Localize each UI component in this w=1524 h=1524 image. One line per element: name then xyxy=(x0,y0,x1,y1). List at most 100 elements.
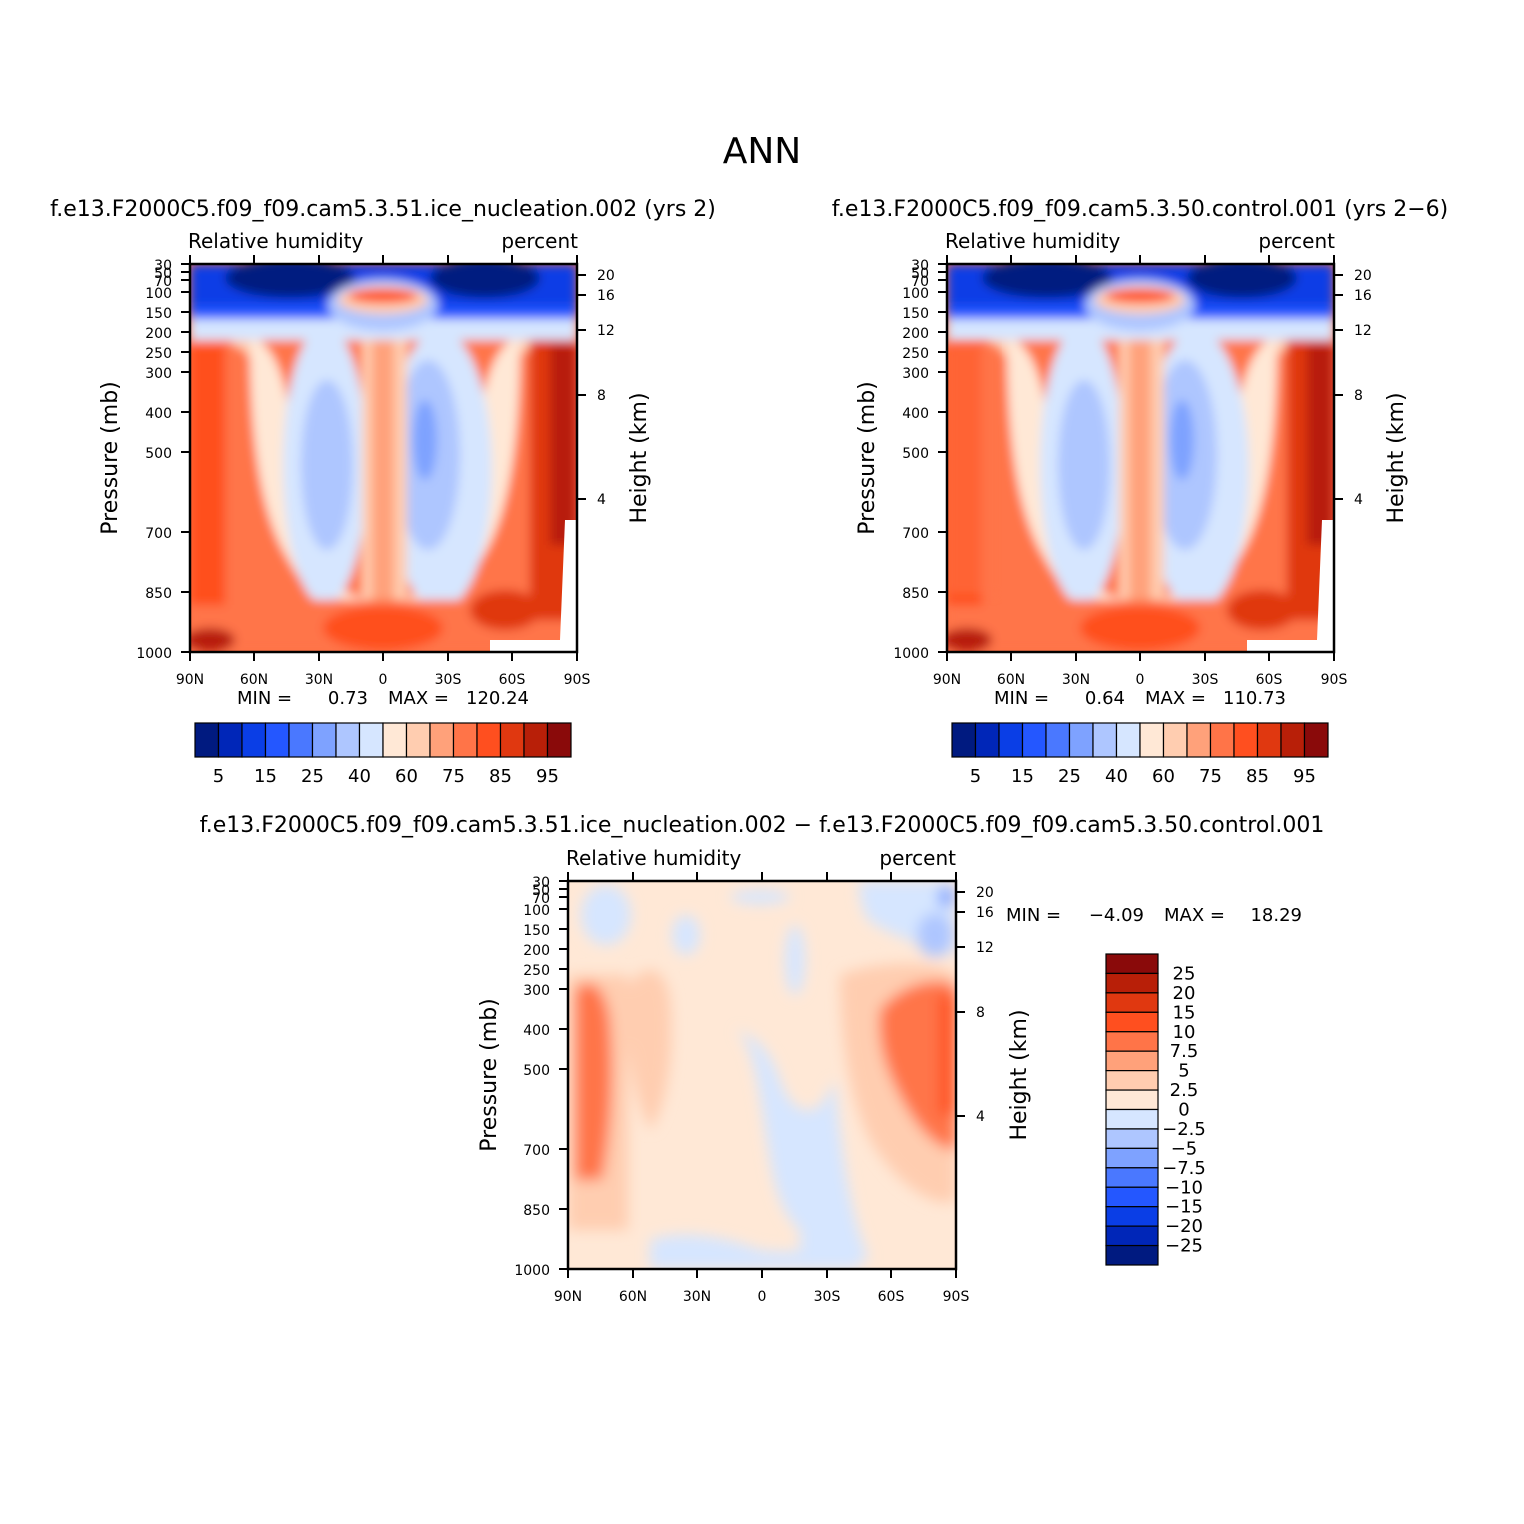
y-right-tick-label: 4 xyxy=(1354,492,1363,508)
contour-field xyxy=(568,881,956,1269)
subtitle-right: percent xyxy=(879,846,956,870)
y-tick-label: 50 xyxy=(154,266,172,282)
colorbar-swatch xyxy=(358,722,384,758)
subtitle-left: Relative humidity xyxy=(566,846,741,870)
y-right-tick-label: 8 xyxy=(597,388,606,404)
colorbar-label: 95 xyxy=(1293,766,1316,787)
y-right-tick-label: 20 xyxy=(976,885,994,901)
colorbar-label: −2.5 xyxy=(1162,1119,1206,1140)
panel-title: f.e13.F2000C5.f09_f09.cam5.3.51.ice_nucl… xyxy=(200,813,1325,838)
x-tick-label: 90N xyxy=(554,1289,582,1305)
y-tick-label: 1000 xyxy=(893,646,929,662)
colorbar-swatch xyxy=(1105,1167,1159,1188)
colorbar-swatch xyxy=(1105,1031,1159,1052)
max-label: MAX = xyxy=(1164,905,1225,926)
colorbar-label: 15 xyxy=(254,766,277,787)
min-value: 0.64 xyxy=(1085,688,1125,709)
y-right-axis-label: Height (km) xyxy=(1007,1009,1032,1140)
colorbar-swatch xyxy=(1105,1011,1159,1033)
panel-control: f.e13.F2000C5.f09_f09.cam5.3.50.control.… xyxy=(832,197,1448,787)
y-tick-label: 200 xyxy=(902,326,929,342)
colorbar-swatch xyxy=(1105,1050,1159,1072)
colorbar-label: 60 xyxy=(1152,766,1175,787)
colorbar-label: 75 xyxy=(1199,766,1222,787)
colorbar-label: 95 xyxy=(536,766,559,787)
colorbar-swatch xyxy=(452,722,478,758)
colorbar-label: 10 xyxy=(1173,1022,1196,1043)
subtitle-right: percent xyxy=(1258,229,1335,253)
colorbar-swatch xyxy=(1092,722,1118,758)
y-axis-label: Pressure (mb) xyxy=(855,381,880,535)
x-ticks xyxy=(946,255,1335,661)
x-tick-label: 30N xyxy=(683,1289,711,1305)
y-tick-label: 50 xyxy=(532,883,550,899)
min-value: −4.09 xyxy=(1089,905,1144,926)
y-ticks-right xyxy=(1334,274,1343,500)
panel-ice-nucleation: f.e13.F2000C5.f09_f09.cam5.3.51.ice_nucl… xyxy=(50,197,716,787)
colorbar-label: 25 xyxy=(1058,766,1081,787)
max-value: 120.24 xyxy=(466,688,529,709)
x-tick-label: 0 xyxy=(379,672,388,688)
colorbar-swatch xyxy=(1186,722,1212,758)
y-tick-label: 200 xyxy=(145,326,172,342)
colorbar-label: 5 xyxy=(1178,1061,1189,1082)
x-tick-label: 30S xyxy=(435,672,462,688)
colorbar-label: 40 xyxy=(1105,766,1128,787)
colorbar-label: −10 xyxy=(1165,1177,1203,1198)
y-tick-label: 50 xyxy=(911,266,929,282)
colorbar-swatch xyxy=(1162,722,1188,758)
colorbar-swatch xyxy=(1105,1225,1159,1247)
colorbar: 5 15 25 40 60 75 85 95 xyxy=(951,722,1329,787)
x-ticks xyxy=(567,872,957,1278)
colorbar-label: 75 xyxy=(442,766,465,787)
colorbar-swatch xyxy=(523,722,549,758)
y-tick-label: 850 xyxy=(523,1203,550,1219)
min-value: 0.73 xyxy=(328,688,368,709)
x-tick-label: 30S xyxy=(1192,672,1219,688)
y-ticks-right xyxy=(956,891,965,1117)
y-tick-label: 850 xyxy=(145,586,172,602)
y-right-tick-label: 8 xyxy=(1354,388,1363,404)
colorbar-swatch xyxy=(1105,992,1159,1013)
colorbar-swatch xyxy=(1068,722,1094,758)
colorbar-swatch xyxy=(1021,722,1047,758)
x-tick-label: 60S xyxy=(878,1289,905,1305)
y-tick-label: 250 xyxy=(523,963,550,979)
colorbar-swatch xyxy=(382,722,408,758)
colorbar-label: −7.5 xyxy=(1162,1158,1206,1179)
x-tick-label: 90S xyxy=(943,1289,970,1305)
colorbar-label: −25 xyxy=(1165,1236,1203,1257)
colorbar-swatch xyxy=(335,722,361,758)
contour-field xyxy=(947,258,1334,652)
y-right-tick-label: 16 xyxy=(597,288,615,304)
colorbar-label: 85 xyxy=(1246,766,1269,787)
x-tick-label: 30S xyxy=(814,1289,841,1305)
colorbar-swatch xyxy=(311,722,337,758)
colorbar-swatch xyxy=(1105,1128,1159,1149)
y-tick-label: 100 xyxy=(902,286,929,302)
colorbar-label: −20 xyxy=(1165,1216,1203,1237)
colorbar-swatch xyxy=(1105,1206,1159,1227)
y-right-tick-label: 12 xyxy=(1354,323,1372,339)
colorbar-swatch xyxy=(951,722,977,758)
x-tick-label: 90S xyxy=(1321,672,1348,688)
min-label: MIN = xyxy=(994,688,1049,709)
colorbar-label: 25 xyxy=(301,766,324,787)
y-right-tick-label: 16 xyxy=(976,905,994,921)
y-tick-label: 300 xyxy=(145,366,172,382)
y-tick-label: 700 xyxy=(523,1143,550,1159)
colorbar-swatch xyxy=(217,722,243,758)
colorbar-swatch xyxy=(1209,722,1235,758)
colorbar-swatch xyxy=(1233,722,1259,758)
y-tick-label: 850 xyxy=(902,586,929,602)
y-right-axis-label: Height (km) xyxy=(1384,392,1409,523)
y-right-tick-label: 20 xyxy=(597,268,615,284)
y-ticks-right xyxy=(577,274,586,500)
colorbar-swatch xyxy=(974,722,1000,758)
y-tick-label: 700 xyxy=(902,526,929,542)
colorbar-swatch xyxy=(1280,722,1306,758)
y-ticks-left xyxy=(181,263,190,653)
y-tick-label: 1000 xyxy=(514,1263,550,1279)
colorbar-label: 0 xyxy=(1178,1100,1189,1121)
